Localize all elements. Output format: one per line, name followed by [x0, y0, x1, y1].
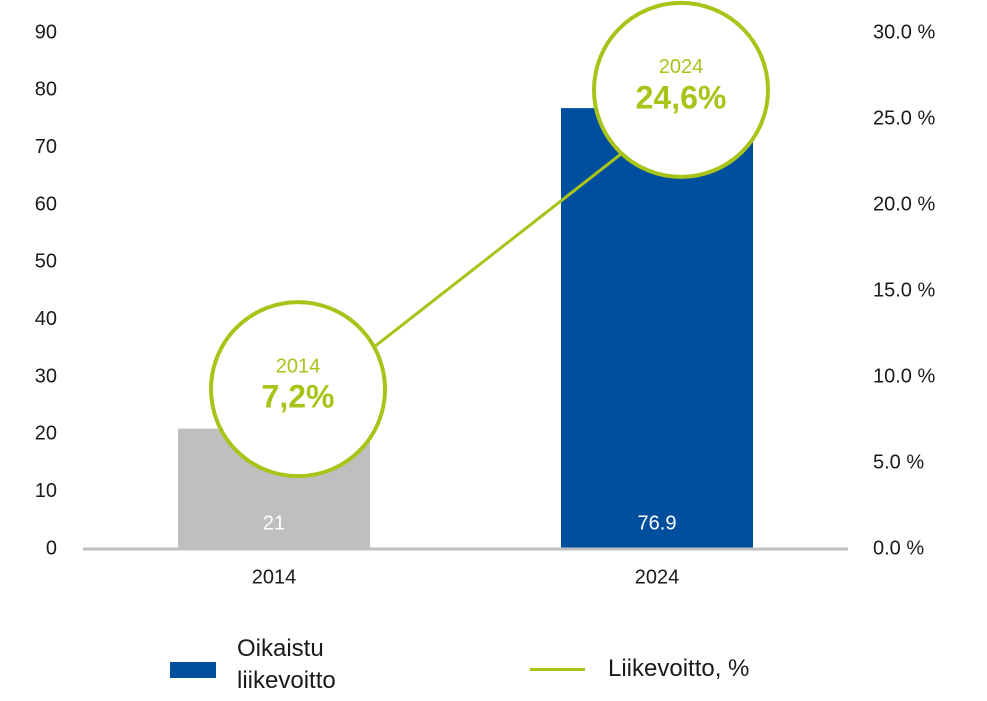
legend-swatch-bar: [170, 662, 216, 678]
highlight-circle: [592, 0, 770, 179]
y2-tick-label: 25.0 %: [873, 107, 935, 129]
legend-label: Liikevoitto, %: [608, 655, 750, 682]
y-tick-label: 40: [35, 308, 57, 330]
y-tick-label: 30: [35, 365, 57, 387]
y-tick-label: 70: [35, 136, 57, 158]
y2-tick-label: 15.0 %: [873, 279, 935, 301]
bar: [561, 108, 753, 550]
legend-label: Oikaistu liikevoitto: [237, 635, 336, 694]
line-value-label: 7,2%: [262, 379, 335, 415]
y2-tick-label: 20.0 %: [873, 193, 935, 215]
bar-value-label: 76.9: [638, 512, 677, 534]
y-tick-label: 80: [35, 79, 57, 101]
y-tick-label: 60: [35, 193, 57, 215]
y2-tick-label: 30.0 %: [873, 21, 935, 43]
y-tick-label: 10: [35, 480, 57, 502]
bar-value-label: 21: [263, 512, 285, 534]
highlight-circle: [209, 300, 387, 479]
circle-year: 2024: [659, 56, 704, 78]
y2-tick-label: 0.0 %: [873, 537, 924, 559]
legend-swatch-line: [530, 668, 585, 671]
y-tick-label: 20: [35, 423, 57, 445]
y-tick-label: 90: [35, 21, 57, 43]
y2-tick-label: 5.0 %: [873, 451, 924, 473]
circle-year: 2014: [276, 355, 321, 377]
line-value-label: 24,6%: [636, 79, 727, 115]
x-tick-label: 2014: [252, 566, 297, 588]
y-tick-label: 50: [35, 251, 57, 273]
y2-tick-label: 10.0 %: [873, 365, 935, 387]
y-tick-label: 0: [46, 537, 57, 559]
x-tick-label: 2024: [635, 566, 680, 588]
